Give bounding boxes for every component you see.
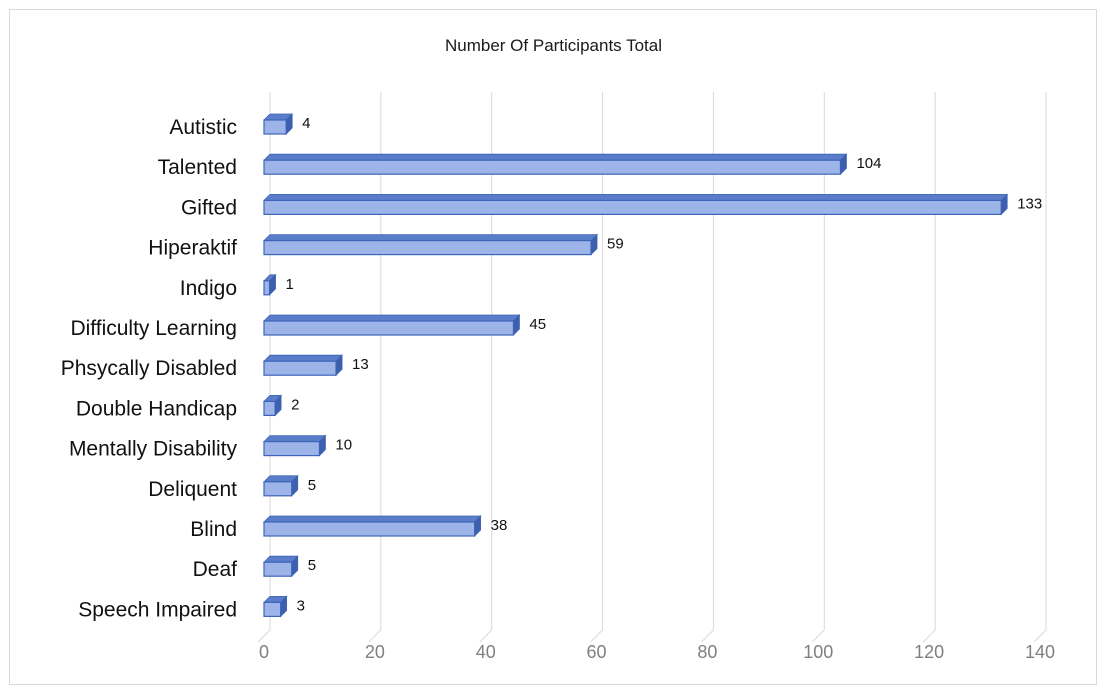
- bar-top-face: [263, 314, 521, 322]
- data-label: 2: [291, 396, 299, 413]
- category-label: Mentally Disability: [69, 438, 238, 461]
- gridline-floor: [257, 629, 271, 643]
- bar: [263, 360, 337, 376]
- category-label: Talented: [158, 156, 237, 179]
- category-label: Gifted: [181, 196, 237, 219]
- category-label: Difficulty Learning: [70, 317, 237, 340]
- category-label: Deliquent: [148, 478, 237, 501]
- x-tick-label: 100: [803, 642, 833, 662]
- x-tick-label: 60: [587, 642, 607, 662]
- x-tick-label: 0: [259, 642, 269, 662]
- chart-frame: [9, 9, 1097, 685]
- bar: [263, 119, 287, 135]
- category-label: Autistic: [169, 116, 237, 139]
- data-label: 45: [529, 316, 546, 333]
- gridline-floor: [479, 629, 493, 643]
- data-label: 133: [1017, 195, 1042, 212]
- bar-top-face: [263, 354, 344, 362]
- data-label: 10: [335, 437, 352, 454]
- x-tick-label: 140: [1025, 642, 1055, 662]
- gridline-floor: [701, 629, 714, 643]
- bar: [263, 159, 842, 175]
- category-label: Deaf: [193, 558, 238, 581]
- bar: [263, 441, 321, 457]
- bar-top-face: [263, 234, 598, 242]
- gridline-floor: [1033, 629, 1047, 643]
- category-label: Phsycally Disabled: [61, 357, 237, 380]
- chart-title: Number Of Participants Total: [445, 36, 662, 55]
- gridline-floor: [368, 629, 382, 643]
- data-label: 3: [297, 597, 305, 614]
- data-label: 104: [856, 155, 881, 172]
- data-label: 1: [286, 276, 294, 293]
- bar-top-face: [263, 435, 327, 443]
- x-tick-label: 80: [697, 642, 717, 662]
- data-label: 5: [308, 557, 316, 574]
- bar: [263, 481, 293, 497]
- x-tick-label: 40: [476, 642, 496, 662]
- data-label: 5: [308, 477, 316, 494]
- bar: [263, 400, 276, 416]
- data-label: 38: [491, 517, 508, 534]
- x-tick-label: 20: [365, 642, 385, 662]
- category-label: Speech Impaired: [78, 598, 237, 621]
- category-label: Blind: [190, 518, 237, 541]
- bar: [263, 199, 1002, 215]
- bar-top-face: [263, 193, 1009, 201]
- gridline-floor: [922, 629, 936, 643]
- category-label: Hiperaktif: [148, 237, 237, 260]
- data-label: 13: [352, 356, 369, 373]
- bar: [263, 240, 592, 256]
- bar: [263, 280, 271, 296]
- data-label: 4: [302, 115, 310, 132]
- bar: [263, 561, 293, 577]
- bar: [263, 601, 282, 618]
- data-label: 59: [607, 236, 624, 253]
- category-label: Indigo: [180, 277, 237, 300]
- bar-top-face: [263, 515, 482, 523]
- x-tick-label: 120: [914, 642, 944, 662]
- bar-top-face: [263, 153, 848, 161]
- gridline-floor: [590, 629, 603, 643]
- gridline-floor: [811, 629, 825, 643]
- category-label: Double Handicap: [76, 397, 237, 420]
- bar: [263, 320, 515, 336]
- bar: [263, 521, 476, 537]
